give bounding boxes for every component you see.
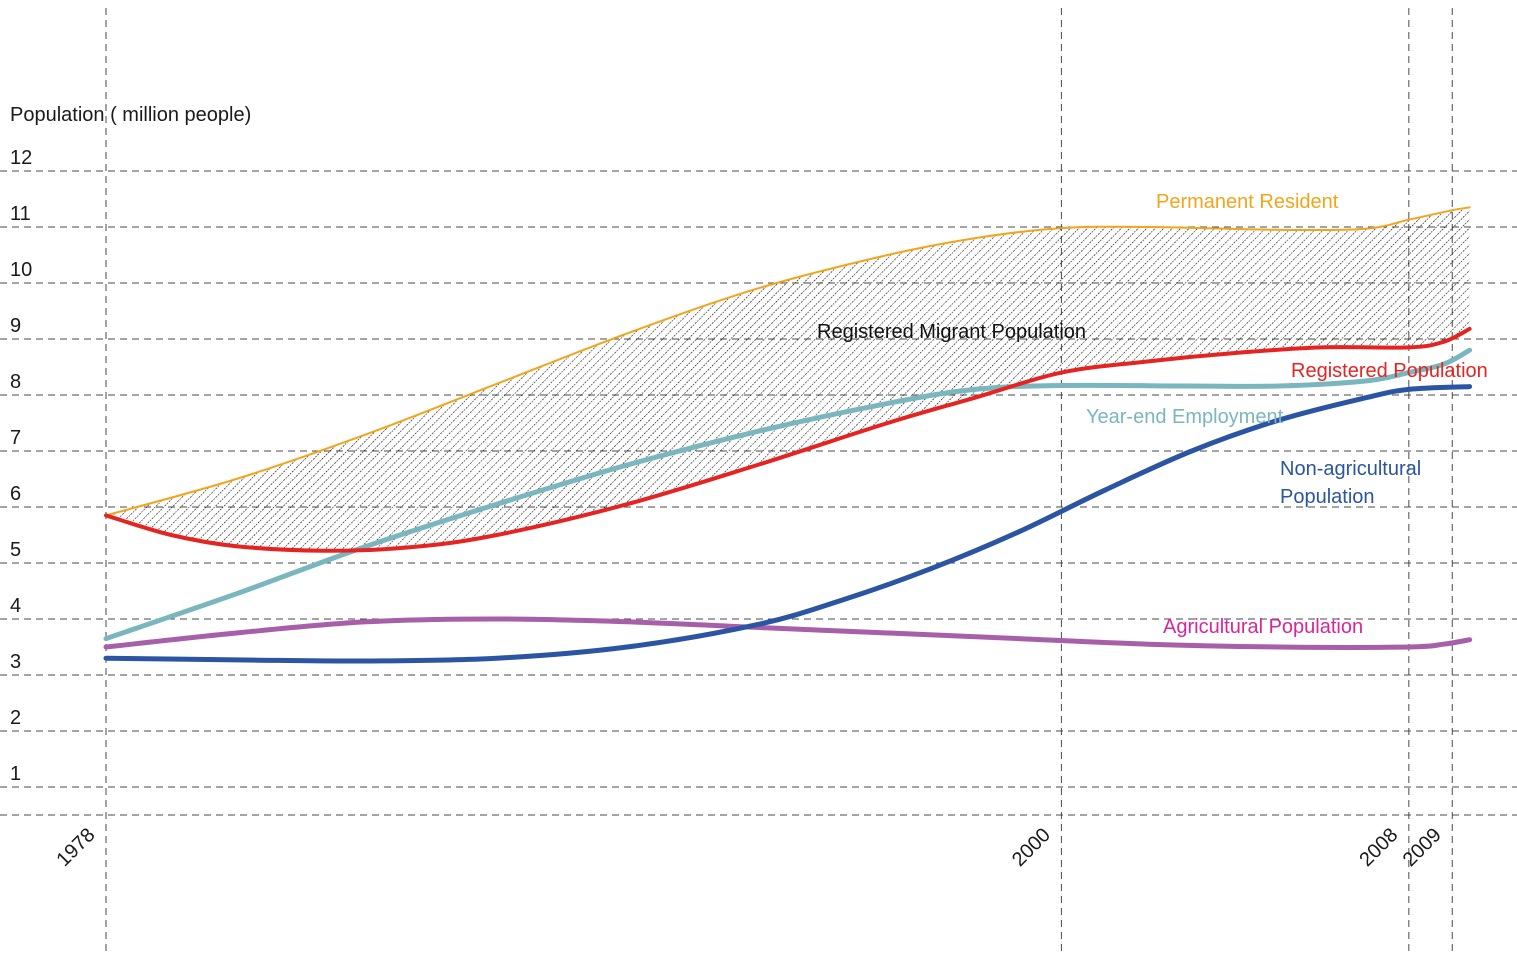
y-tick-label: 11	[10, 203, 31, 225]
y-tick-label: 5	[10, 539, 21, 561]
year-end-employment-line	[103, 347, 1473, 642]
y-tick-label: 8	[10, 371, 21, 393]
non-agricultural-population-line	[103, 384, 1473, 664]
registered-population-label: Registered Population	[1291, 360, 1488, 382]
year-end-employment-label: Year-end Employment	[1086, 406, 1284, 428]
y-tick-label: 1	[10, 763, 21, 785]
x-tick-label: 2008	[1355, 824, 1402, 871]
permanent-resident-line	[105, 206, 1471, 517]
x-tick-label: 1978	[53, 824, 100, 871]
y-tick-label: 12	[10, 147, 32, 169]
y-axis-label: Population ( million people)	[10, 104, 251, 126]
y-tick-label: 4	[10, 595, 21, 617]
shaded-region-layer	[106, 207, 1470, 551]
shaded-region-label: Registered Migrant Population	[817, 321, 1086, 343]
y-tick-label: 6	[10, 483, 21, 505]
agricultural-population-label: Agricultural Population	[1163, 616, 1363, 638]
y-tick-label: 3	[10, 651, 21, 673]
series-layer	[103, 206, 1473, 664]
y-tick-label: 2	[10, 707, 21, 729]
non-agricultural-population-label: Non-agricultural Population	[1280, 458, 1421, 508]
registered-migrant-area	[106, 207, 1470, 551]
y-tick-label: 9	[10, 315, 21, 337]
registered-population-line	[104, 326, 1472, 553]
x-tick-label: 2009	[1399, 824, 1446, 871]
y-tick-label: 10	[10, 259, 32, 281]
permanent-resident-label: Permanent Resident	[1156, 191, 1339, 213]
y-tick-label: 7	[10, 427, 21, 449]
x-tick-label: 2000	[1008, 824, 1055, 871]
agricultural-population-line	[103, 616, 1473, 650]
